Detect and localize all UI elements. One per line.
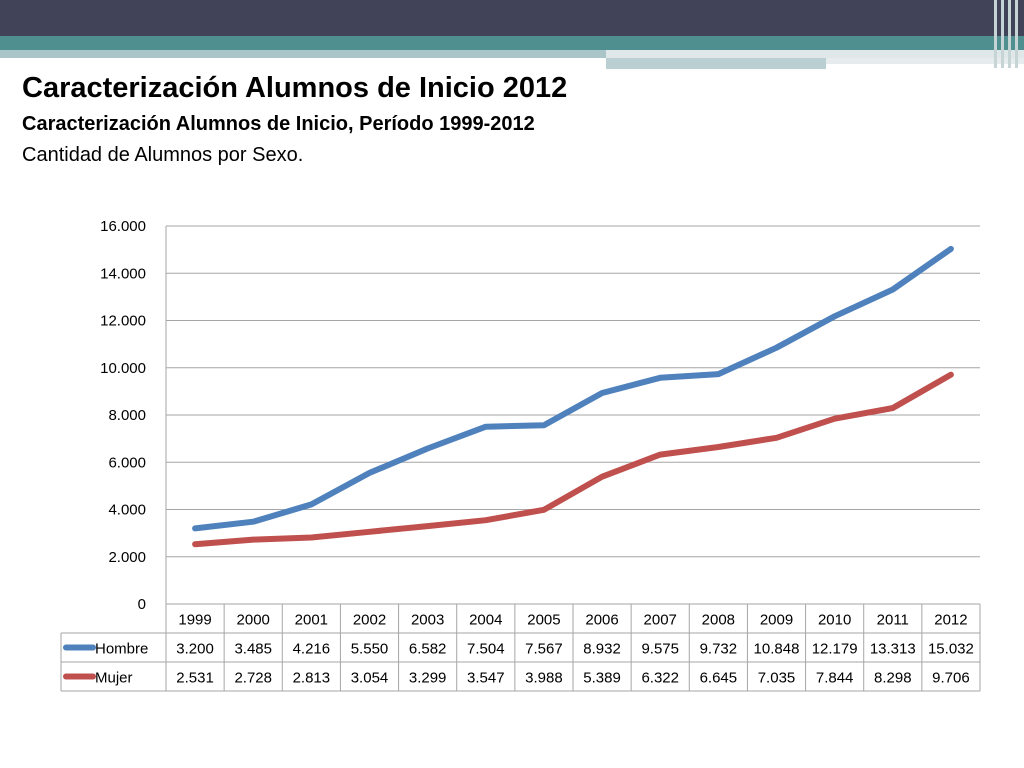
slide-title: Caracterización Alumnos de Inicio 2012 — [22, 72, 568, 104]
header-band-light — [606, 50, 1024, 58]
data-value: 2.813 — [293, 670, 331, 687]
series-line — [192, 245, 954, 532]
x-tick-label: 2004 — [469, 612, 502, 629]
data-value: 15.032 — [928, 641, 974, 658]
data-value: 13.313 — [870, 641, 916, 658]
x-tick-label: 2009 — [760, 612, 793, 629]
header-band-light — [0, 50, 606, 58]
data-value: 12.179 — [812, 641, 858, 658]
data-value: 7.844 — [816, 670, 854, 687]
data-value: 3.054 — [351, 670, 389, 687]
x-tick-label: 1999 — [178, 612, 211, 629]
x-tick-label: 2001 — [295, 612, 328, 629]
y-tick-label: 16.000 — [100, 218, 146, 235]
data-value: 6.582 — [409, 641, 447, 658]
header-band-dark — [0, 0, 1024, 36]
slide-subtitle: Caracterización Alumnos de Inicio, Perío… — [22, 113, 535, 135]
x-tick-label: 2012 — [934, 612, 967, 629]
data-value: 6.322 — [641, 670, 679, 687]
x-tick-label: 2011 — [877, 612, 909, 629]
header-stripe — [1015, 0, 1018, 68]
header-stripe — [994, 0, 997, 68]
data-value: 7.035 — [758, 670, 796, 687]
x-tick-label: 2006 — [585, 612, 618, 629]
y-tick-label: 0 — [138, 596, 146, 613]
x-tick-label: 2003 — [411, 612, 444, 629]
data-value: 3.485 — [234, 641, 272, 658]
data-value: 5.550 — [351, 641, 389, 658]
y-tick-label: 14.000 — [100, 265, 146, 282]
x-tick-label: 2005 — [527, 612, 560, 629]
legend-label: Mujer — [95, 670, 133, 687]
y-tick-label: 10.000 — [100, 360, 146, 377]
slide-caption: Cantidad de Alumnos por Sexo. — [22, 144, 304, 166]
data-value: 8.298 — [874, 670, 912, 687]
data-value: 7.504 — [467, 641, 505, 658]
data-value: 6.645 — [700, 670, 738, 687]
data-value: 9.575 — [641, 641, 679, 658]
y-tick-label: 12.000 — [100, 313, 146, 330]
data-value: 3.299 — [409, 670, 447, 687]
legend-label: Hombre — [95, 641, 148, 658]
y-tick-label: 4.000 — [108, 502, 146, 519]
data-value: 3.988 — [525, 670, 563, 687]
data-value: 9.732 — [700, 641, 738, 658]
data-value: 2.728 — [234, 670, 272, 687]
x-tick-label: 2000 — [237, 612, 270, 629]
data-value: 4.216 — [293, 641, 331, 658]
data-value: 5.389 — [583, 670, 621, 687]
data-value: 3.200 — [176, 641, 214, 658]
x-tick-label: 2010 — [818, 612, 851, 629]
data-value: 3.547 — [467, 670, 505, 687]
data-value: 2.531 — [176, 670, 214, 687]
data-value: 9.706 — [932, 670, 970, 687]
header-band-light — [606, 58, 826, 69]
y-tick-label: 8.000 — [108, 407, 146, 424]
data-value: 8.932 — [583, 641, 621, 658]
data-value: 10.848 — [754, 641, 800, 658]
data-value: 7.567 — [525, 641, 563, 658]
header-band-light — [826, 58, 1024, 64]
header-stripe — [1008, 0, 1011, 68]
x-tick-label: 2002 — [353, 612, 386, 629]
header-stripe — [1001, 0, 1004, 68]
series-line — [192, 371, 954, 548]
y-tick-label: 6.000 — [108, 454, 146, 471]
y-tick-label: 2.000 — [108, 549, 146, 566]
x-tick-label: 2007 — [644, 612, 677, 629]
x-tick-label: 2008 — [702, 612, 735, 629]
header-band-teal — [0, 36, 1024, 50]
